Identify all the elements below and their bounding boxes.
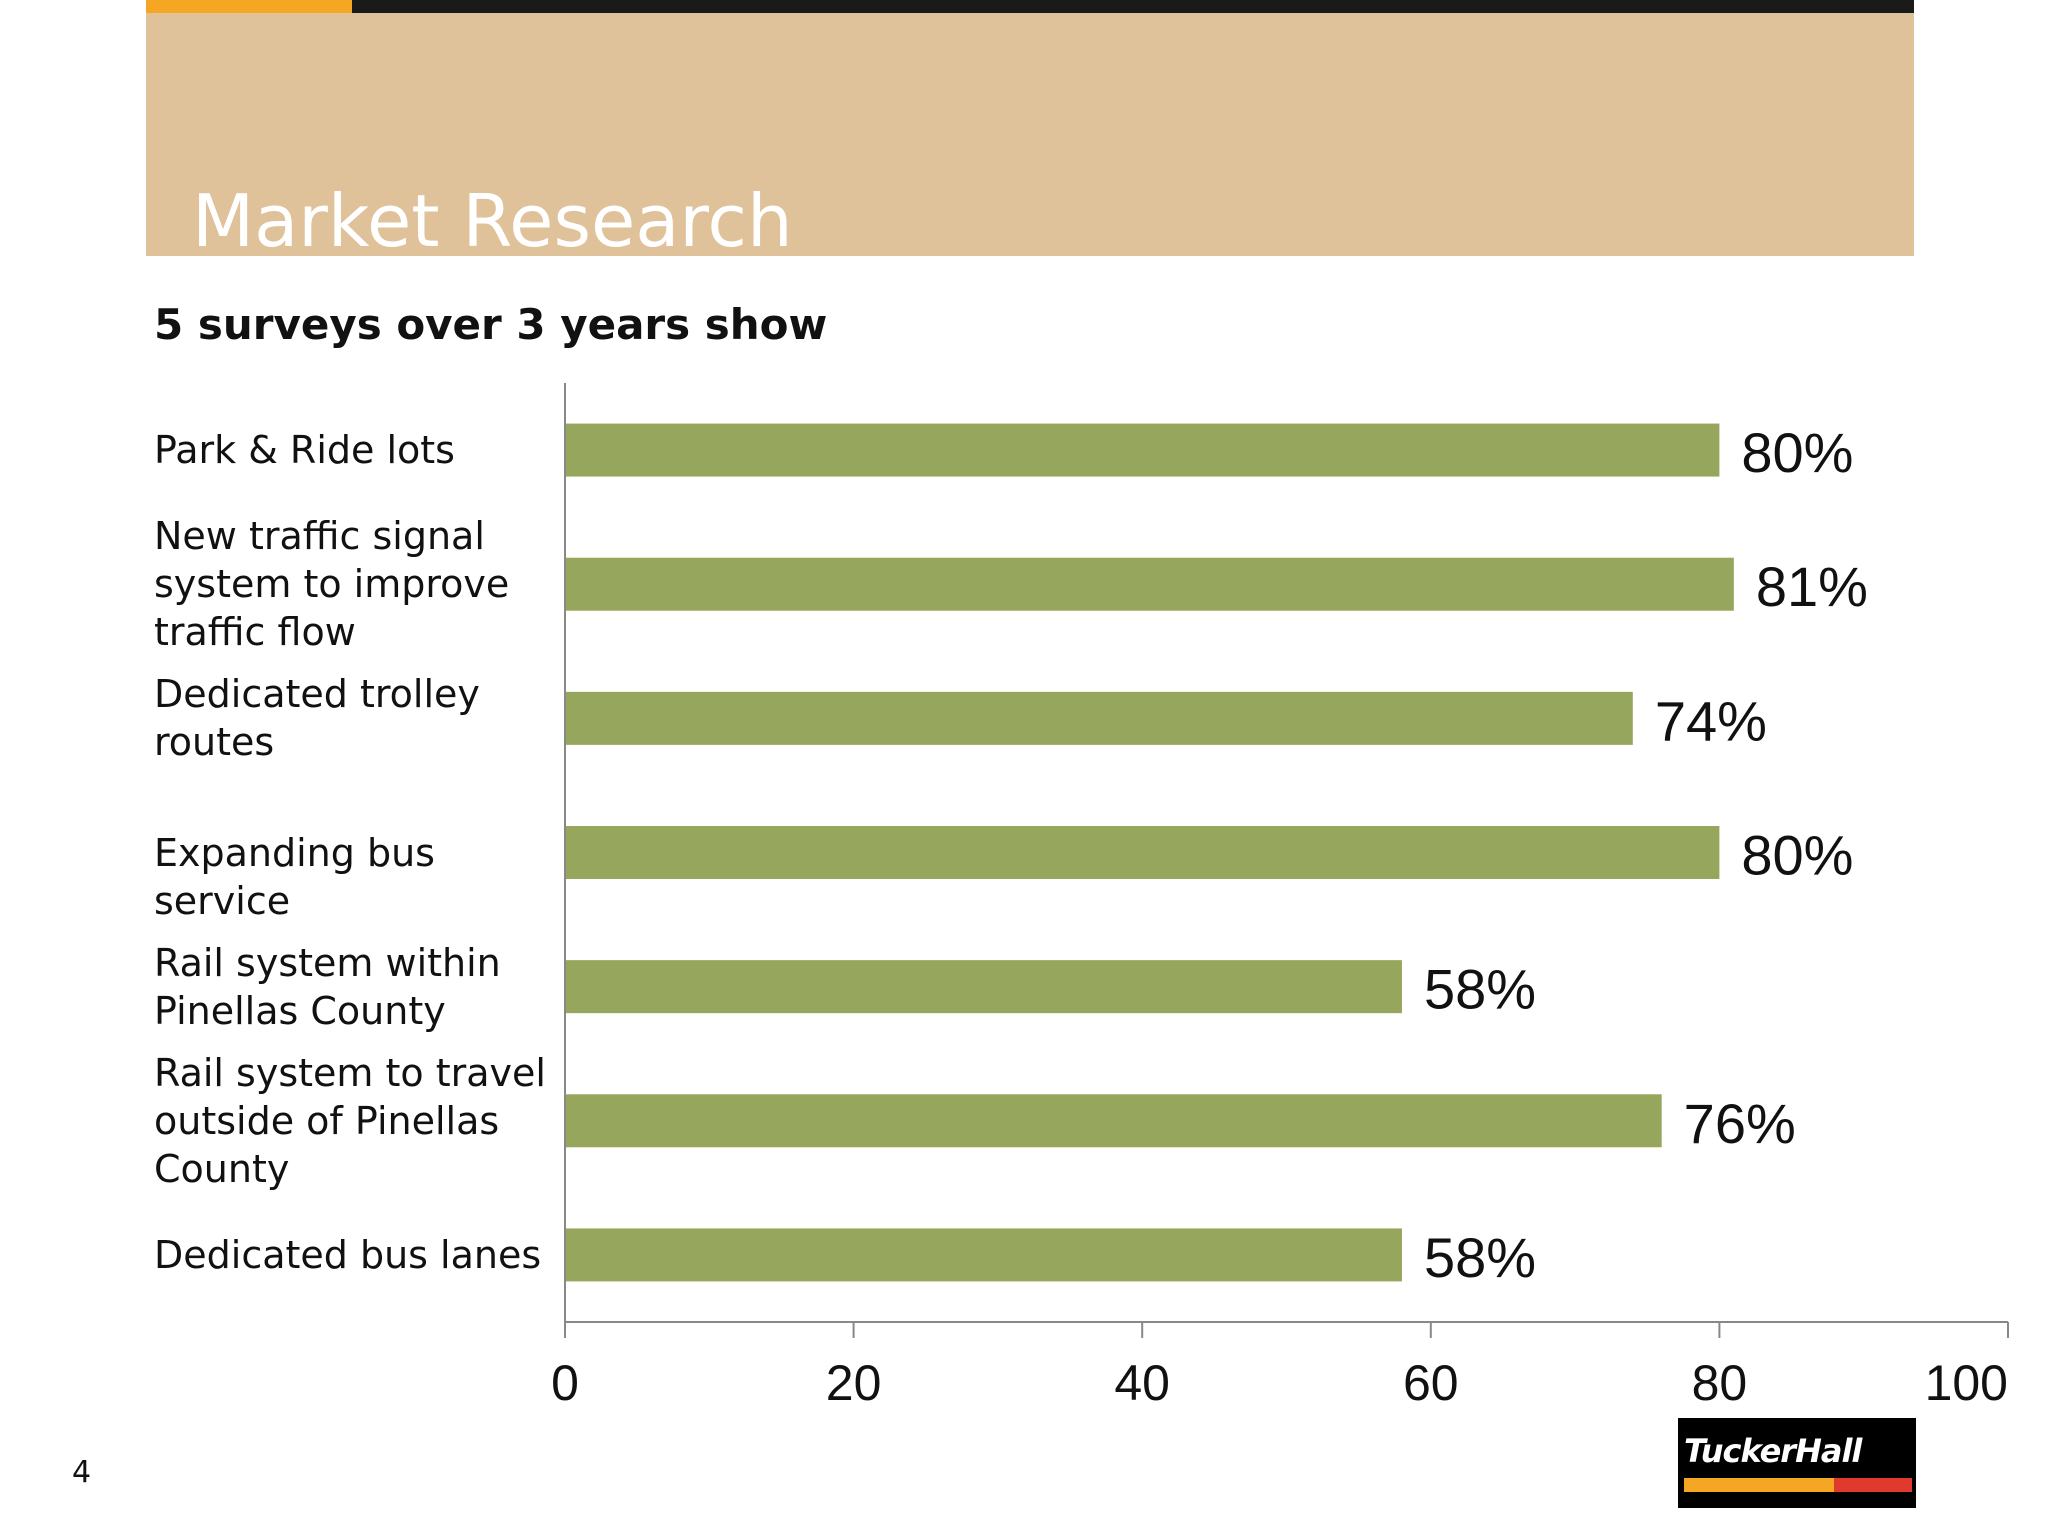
bar (566, 423, 1720, 477)
category-label-line: County (154, 1146, 290, 1191)
category-label-line: New traffic signal (154, 514, 485, 559)
category-label: Park & Ride lots (154, 426, 554, 474)
category-label-line: Rail system to travel (154, 1050, 546, 1095)
category-label: Dedicated trolley routes (154, 670, 554, 766)
category-label-line: routes (154, 720, 275, 765)
category-label: New traffic signal system to improve traff… (154, 512, 554, 656)
category-label-line: Dedicated trolley (154, 672, 480, 717)
x-tick-label: 60 (1403, 1355, 1459, 1411)
category-label: Dedicated bus lanes (154, 1231, 554, 1279)
data-label: 74% (1655, 689, 1767, 752)
category-label-line: Pinellas County (154, 988, 446, 1033)
bar (566, 1228, 1402, 1282)
bar (566, 1094, 1662, 1148)
x-tick-label: 0 (551, 1355, 579, 1411)
logo-stripe-orange (1684, 1478, 1834, 1492)
data-label: 58% (1424, 958, 1536, 1021)
page-number: 4 (72, 1455, 92, 1490)
data-label: 58% (1424, 1226, 1536, 1289)
x-tick-label: 80 (1692, 1355, 1748, 1411)
category-label-line: Dedicated bus lanes (154, 1232, 542, 1277)
accent-bar-dark (352, 0, 1914, 13)
category-label-line: system to improve (154, 562, 510, 607)
accent-bar-orange (146, 0, 352, 13)
data-label: 80% (1741, 824, 1853, 887)
data-label: 81% (1756, 555, 1868, 618)
category-label-line: traffic flow (154, 610, 356, 655)
bar (566, 960, 1402, 1014)
category-label-line: outside of Pinellas (154, 1098, 500, 1143)
bar (566, 557, 1734, 611)
category-label: Rail system to travel outside of Pinellas… (154, 1049, 554, 1193)
x-tick-label: 20 (826, 1355, 882, 1411)
category-label: Rail system within Pinellas County (154, 939, 554, 1035)
tuckerhall-logo: TuckerHall (1678, 1418, 1916, 1508)
bar (566, 691, 1633, 745)
bar (566, 826, 1720, 879)
category-label: Expanding bus service (154, 829, 554, 925)
category-label-line: Rail system within (154, 940, 501, 985)
logo-stripe-red (1834, 1478, 1912, 1492)
page-title: Market Research (192, 179, 793, 263)
category-label-line: Expanding bus service (154, 830, 435, 923)
x-tick-label: 100 (1925, 1355, 2008, 1411)
x-tick-label: 40 (1114, 1355, 1170, 1411)
chart-subtitle: 5 surveys over 3 years show (154, 300, 828, 349)
data-label: 80% (1741, 421, 1853, 484)
category-label-line: Park & Ride lots (154, 428, 455, 473)
header-band (146, 0, 1914, 256)
data-label: 76% (1684, 1092, 1796, 1155)
logo-text: TuckerHall (1684, 1432, 1862, 1470)
